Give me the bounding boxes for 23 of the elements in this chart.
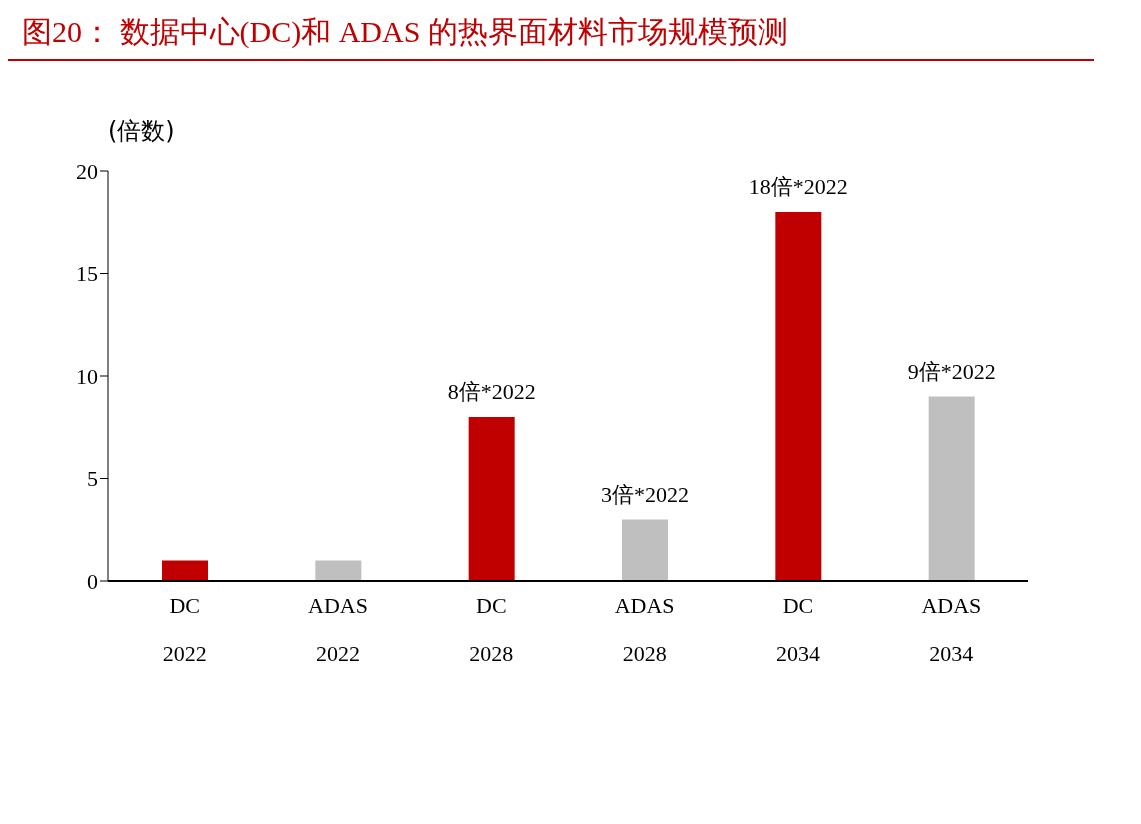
bar [162,560,208,581]
chart-title: 图20： 数据中心(DC)和 ADAS 的热界面材料市场规模预测 [8,8,1094,61]
x-tick-label: ADAS 2034 [921,593,982,666]
y-tick-label: 5 [87,466,98,492]
data-label: 8倍*2022 [447,379,536,404]
y-tick-label: 10 [76,363,98,389]
bar [468,417,515,581]
y-axis-title: (倍数) [108,116,175,147]
y-tick-label: 15 [76,261,98,287]
bar [622,519,668,581]
data-label: 9倍*2022 [907,358,996,384]
data-label: 18倍*2022 [748,174,848,199]
x-tick-label: DC 2028 [469,593,514,666]
y-tick-label: 0 [87,568,98,594]
x-tick-label: ADAS 2022 [308,593,368,666]
bar [928,396,975,581]
bar [315,560,362,581]
x-tick-label: DC 2022 [162,593,207,666]
data-label: 3倍*2022 [601,481,689,507]
x-tick-label: ADAS 2028 [614,593,675,666]
bar [775,212,822,581]
x-tick-label: DC 2034 [776,593,820,666]
y-tick-label: 20 [76,158,98,184]
